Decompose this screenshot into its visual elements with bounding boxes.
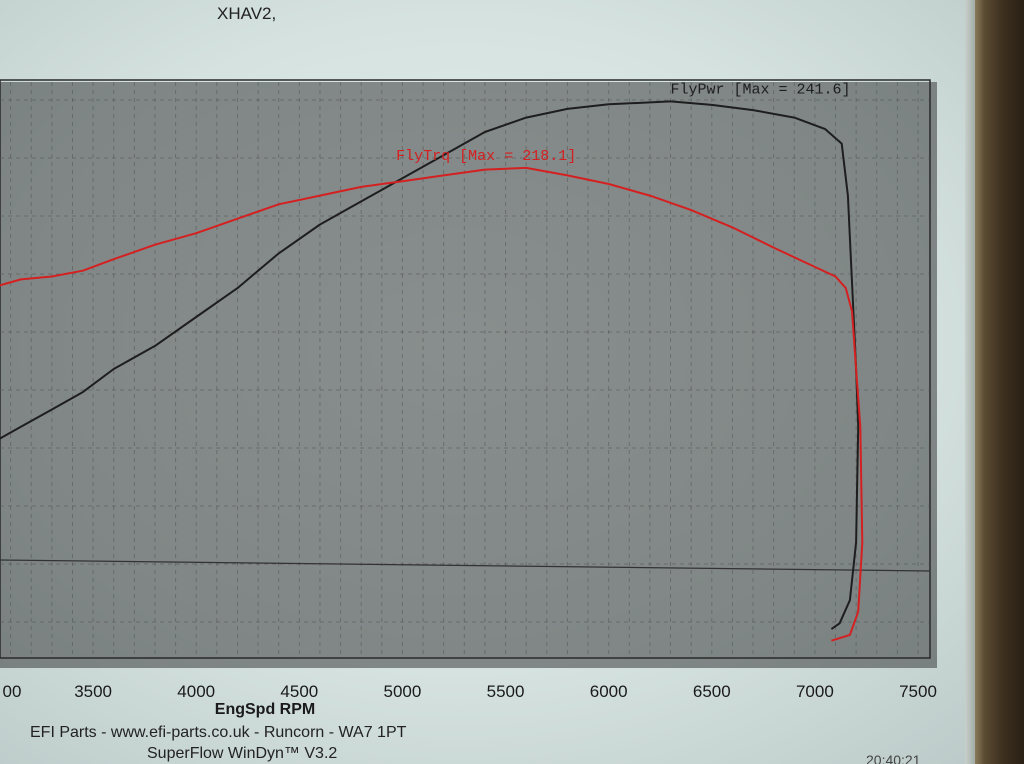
plot-frame [0, 79, 931, 659]
legend-label-flytrq: FlyTrq [Max = 218.1] [396, 148, 576, 165]
x-tick-label: 00 [3, 682, 22, 701]
plot-shadow [0, 82, 937, 668]
baseline-line [0, 559, 931, 572]
x-tick-label: 4500 [280, 682, 318, 701]
footer-software: SuperFlow WinDyn™ V3.2 [147, 745, 338, 762]
x-tick-label: 5500 [487, 682, 525, 701]
timestamp: 20:40:21 [866, 752, 921, 764]
x-tick-label: 7500 [899, 682, 937, 701]
run-id-label: XHAV2, [217, 4, 277, 23]
grid-lines [0, 82, 930, 656]
x-tick-label: 3500 [74, 682, 112, 701]
x-tick-label: 4000 [177, 682, 215, 701]
legend: FlyPwr [Max = 241.6] FlyTrq [Max = 218.1] [396, 81, 850, 164]
monitor-bezel-edge [965, 0, 977, 764]
x-tick-label: 5000 [384, 682, 422, 701]
footer-company: EFI Parts - www.efi-parts.co.uk - Runcor… [30, 724, 407, 741]
x-tick-label: 7000 [796, 682, 834, 701]
x-axis-ticks: 00 3500 4000 4500 5000 5500 6000 6500 7000 7500 [3, 682, 937, 701]
x-axis-label: EngSpd RPM [215, 701, 315, 718]
monitor-bezel [975, 0, 1024, 764]
series-layer [0, 100, 864, 642]
x-tick-label: 6000 [590, 682, 628, 701]
legend-label-flypwr: FlyPwr [Max = 241.6] [671, 81, 851, 98]
x-tick-label: 6500 [693, 682, 731, 701]
series-line-flytrq [0, 166, 864, 642]
